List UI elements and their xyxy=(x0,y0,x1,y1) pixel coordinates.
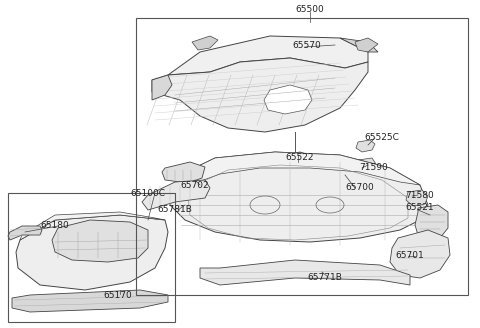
Text: 65570: 65570 xyxy=(293,40,322,50)
Polygon shape xyxy=(20,212,165,240)
Polygon shape xyxy=(390,230,450,278)
Polygon shape xyxy=(142,180,210,210)
Text: 65700: 65700 xyxy=(346,183,374,193)
Polygon shape xyxy=(168,36,368,75)
Polygon shape xyxy=(170,152,428,242)
Text: 65521: 65521 xyxy=(406,203,434,213)
Text: 65781B: 65781B xyxy=(157,206,192,215)
Text: 65702: 65702 xyxy=(180,180,209,190)
Polygon shape xyxy=(340,38,378,52)
Polygon shape xyxy=(8,226,42,240)
Polygon shape xyxy=(16,215,168,290)
Polygon shape xyxy=(52,220,148,262)
Text: 71590: 71590 xyxy=(360,163,388,173)
Polygon shape xyxy=(192,36,218,50)
Polygon shape xyxy=(355,158,376,170)
Polygon shape xyxy=(12,290,168,312)
Polygon shape xyxy=(406,190,428,206)
Text: 65701: 65701 xyxy=(396,251,424,259)
Text: 65180: 65180 xyxy=(41,220,70,230)
Text: 65771B: 65771B xyxy=(308,274,342,282)
Text: 65525C: 65525C xyxy=(365,133,399,142)
Polygon shape xyxy=(355,38,378,52)
Polygon shape xyxy=(152,58,368,132)
Polygon shape xyxy=(270,152,318,172)
Polygon shape xyxy=(162,162,205,183)
Text: 65170: 65170 xyxy=(104,291,132,299)
Text: 65522: 65522 xyxy=(286,154,314,162)
Polygon shape xyxy=(152,75,172,100)
Text: 71580: 71580 xyxy=(406,191,434,199)
Polygon shape xyxy=(264,85,312,114)
Text: 65500: 65500 xyxy=(296,6,324,14)
Bar xyxy=(8,193,175,322)
Polygon shape xyxy=(415,205,448,240)
Bar xyxy=(136,18,468,295)
Polygon shape xyxy=(356,140,375,152)
Text: 65100C: 65100C xyxy=(131,189,166,197)
Polygon shape xyxy=(200,260,410,285)
Polygon shape xyxy=(180,152,420,185)
